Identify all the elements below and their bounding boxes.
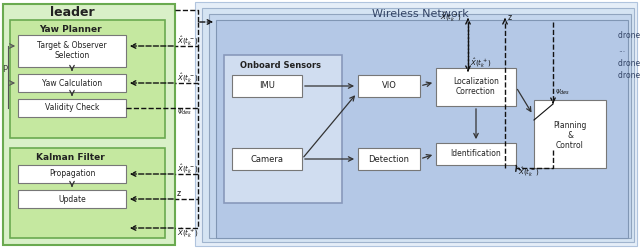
Bar [224, 55, 342, 203]
Text: ...: ... [618, 45, 625, 55]
Bar [436, 143, 516, 165]
Bar [10, 148, 165, 238]
Text: $\hat{X}(t_k^+)$: $\hat{X}(t_k^+)$ [177, 226, 198, 240]
Text: $\hat{X}(t_k^-)$: $\hat{X}(t_k^-)$ [177, 34, 198, 48]
Bar [18, 74, 126, 92]
Bar [18, 35, 126, 67]
Text: Update: Update [58, 194, 86, 204]
Text: P: P [3, 65, 8, 74]
Bar [3, 4, 175, 245]
Text: Selection: Selection [54, 51, 90, 60]
Text: z: z [177, 189, 181, 198]
Text: drone 0: drone 0 [618, 71, 640, 81]
Text: $\hat{X}(t_k^-)$: $\hat{X}(t_k^-)$ [177, 71, 198, 85]
Bar [10, 20, 165, 138]
Bar [18, 190, 126, 208]
Text: Validity Check: Validity Check [45, 103, 99, 113]
Text: Control: Control [556, 141, 584, 150]
Text: drone n: drone n [618, 31, 640, 39]
Text: VIO: VIO [381, 82, 396, 91]
Text: Planning: Planning [554, 121, 587, 129]
Bar [209, 14, 631, 238]
Bar [18, 165, 126, 183]
Text: $\psi_{des}$: $\psi_{des}$ [177, 107, 192, 117]
Bar [195, 2, 637, 246]
Text: IMU: IMU [259, 82, 275, 91]
Bar [358, 75, 420, 97]
Text: Propagation: Propagation [49, 169, 95, 179]
Bar [436, 68, 516, 106]
Bar [534, 100, 606, 168]
Text: Onboard Sensors: Onboard Sensors [239, 61, 321, 69]
Text: Identification: Identification [451, 150, 501, 158]
Text: z: z [508, 12, 512, 22]
Text: Correction: Correction [456, 88, 496, 96]
Bar [216, 20, 628, 238]
Bar [18, 99, 126, 117]
Text: Camera: Camera [250, 155, 284, 163]
Text: $\hat{X}(t_k^-)$: $\hat{X}(t_k^-)$ [177, 162, 198, 176]
Text: Detection: Detection [369, 155, 410, 163]
Bar [202, 8, 634, 242]
Bar [232, 148, 302, 170]
Bar [358, 148, 420, 170]
Text: Wireless Network: Wireless Network [372, 9, 468, 19]
Text: $\hat{X}(t_k^-)$: $\hat{X}(t_k^-)$ [518, 165, 540, 179]
Text: Kalman Filter: Kalman Filter [36, 154, 104, 162]
Text: $\psi_{des}$: $\psi_{des}$ [555, 87, 570, 97]
Text: Yaw Planner: Yaw Planner [38, 25, 101, 33]
Text: drone 1: drone 1 [618, 59, 640, 67]
Text: $\hat{X}(t_k^+)$: $\hat{X}(t_k^+)$ [470, 56, 492, 70]
Text: leader: leader [50, 6, 94, 20]
Bar [232, 75, 302, 97]
Text: Target & Observer: Target & Observer [37, 41, 107, 51]
Text: Yaw Calculation: Yaw Calculation [42, 79, 102, 88]
Text: Localization: Localization [453, 76, 499, 86]
Text: $\hat{X}(t_k^-)$: $\hat{X}(t_k^-)$ [440, 10, 462, 24]
Text: &: & [567, 130, 573, 139]
